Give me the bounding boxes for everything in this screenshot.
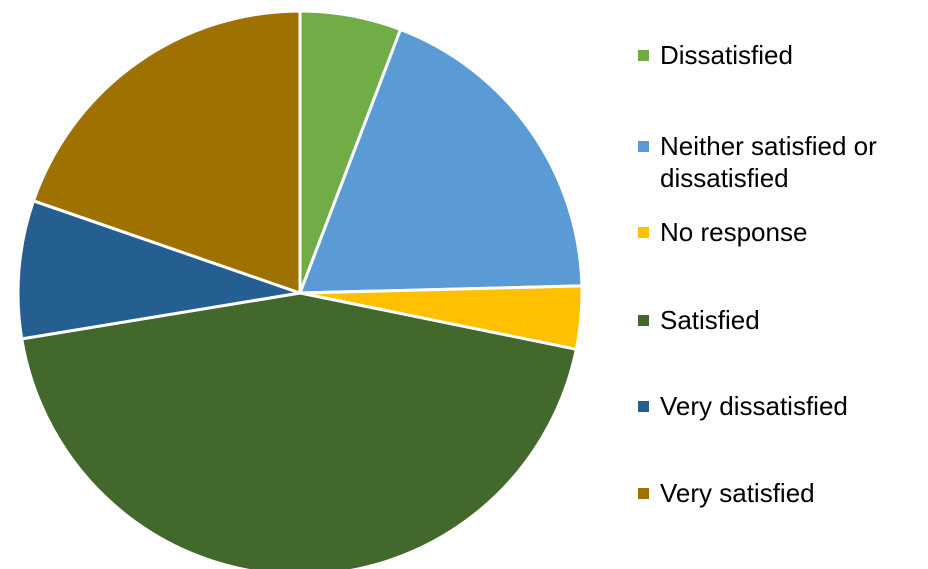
legend-swatch-very-satisfied: [638, 488, 649, 499]
legend-label-very-dissatisfied: Very dissatisfied: [660, 391, 848, 421]
legend-label-neither: Neither satisfied or dissatisfied: [660, 131, 877, 193]
legend-swatch-no-response: [638, 227, 649, 238]
legend-swatch-dissatisfied: [638, 50, 649, 61]
legend-label-no-response: No response: [660, 217, 808, 247]
pie-slice-satisfied: [20, 291, 578, 569]
legend-label-very-satisfied: Very satisfied: [660, 478, 815, 508]
legend-label-satisfied: Satisfied: [660, 305, 760, 335]
pie-slice-neither-satisfied-or-dissatisfied: [298, 28, 584, 295]
legend-swatch-satisfied: [638, 315, 649, 326]
legend-swatch-neither: [638, 141, 649, 152]
legend-swatch-very-dissatisfied: [638, 401, 649, 412]
pie-slice-very-satisfied: [31, 9, 302, 295]
legend-label-dissatisfied: Dissatisfied: [660, 40, 793, 70]
pie-slices: [16, 9, 584, 569]
pie-slice-very-dissatisfied: [16, 199, 302, 341]
